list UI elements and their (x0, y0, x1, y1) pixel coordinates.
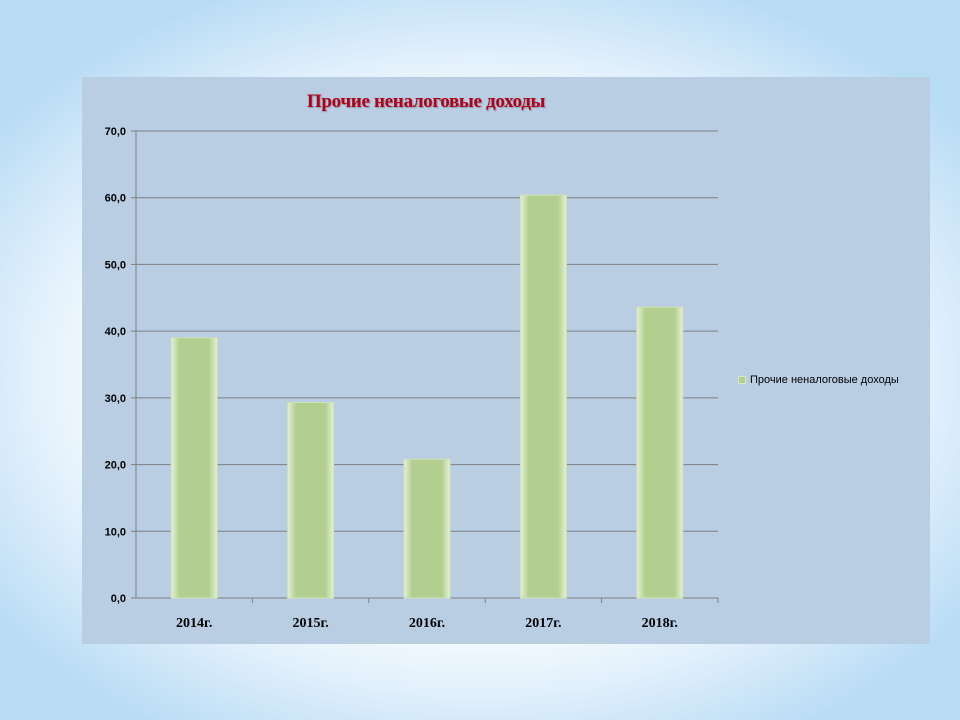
bar-chart: 0,0 10,0 20,0 30,0 40,0 50,0 60,0 70,0 2014г. 201… (105, 126, 719, 631)
y-tick-label: 50,0 (105, 259, 126, 271)
x-tick-label: 2014г. (176, 616, 212, 631)
bar (403, 458, 451, 599)
legend-label: Прочие неналоговые доходы (750, 374, 899, 386)
chart-area: Прочие неналоговые доходы 0,0 10,0 20,0 30,… (82, 77, 930, 644)
y-tick-label: 60,0 (105, 193, 126, 205)
tick-labels: 0,0 10,0 20,0 30,0 40,0 50,0 60,0 70,0 2014г. 201… (105, 126, 678, 631)
x-tick-label: 2017г. (525, 616, 561, 631)
bars (170, 194, 684, 599)
chart-title: Прочие неналоговые доходы (306, 91, 546, 112)
y-tick-label: 70,0 (105, 126, 126, 138)
y-tick-label: 20,0 (105, 460, 126, 472)
y-tick-label: 40,0 (105, 326, 126, 338)
y-tick-label: 30,0 (105, 393, 126, 405)
x-tick-label: 2015г. (292, 616, 328, 631)
bar (170, 337, 218, 599)
y-tick-label: 0,0 (111, 593, 126, 605)
bar (636, 306, 684, 599)
legend-swatch (738, 376, 746, 384)
x-tick-label: 2016г. (409, 616, 445, 631)
y-tick-label: 10,0 (105, 526, 126, 538)
bar (287, 402, 335, 599)
x-tick-label: 2018г. (642, 616, 678, 631)
legend: Прочие неналоговые доходы (738, 374, 899, 386)
bar (519, 194, 567, 599)
